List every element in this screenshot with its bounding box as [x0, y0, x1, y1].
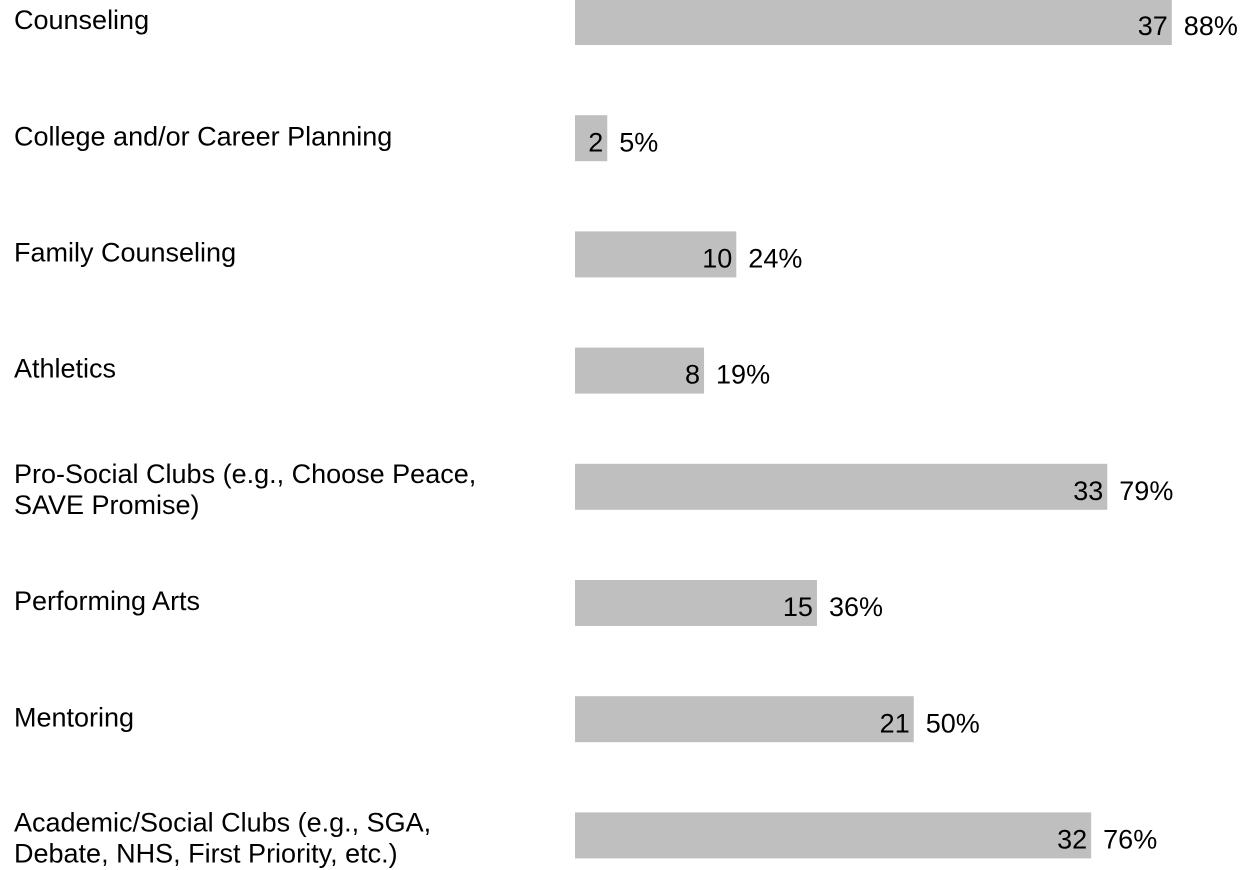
bar	[575, 812, 1092, 859]
bar	[575, 463, 1108, 510]
category-label: Counseling	[14, 5, 149, 35]
share-label: 24%	[748, 244, 802, 274]
bar	[575, 115, 608, 162]
share-label: 5%	[619, 127, 658, 157]
bar	[575, 347, 705, 394]
share-label: 36%	[829, 592, 883, 622]
bar	[575, 0, 1172, 45]
share-label: 19%	[716, 360, 770, 390]
value-label: 2	[588, 127, 603, 157]
bar	[575, 231, 737, 278]
share-label: 88%	[1184, 11, 1238, 41]
value-label: 21	[880, 708, 910, 738]
category-label: Academic/Social Clubs (e.g., SGA,	[14, 808, 431, 838]
value-label: 33	[1073, 476, 1103, 506]
value-label: 8	[685, 360, 700, 390]
share-label: 50%	[926, 708, 980, 738]
value-label: 37	[1138, 11, 1168, 41]
category-label: Family Counseling	[14, 238, 236, 268]
category-label: Debate, NHS, First Priority, etc.)	[14, 839, 398, 869]
category-label: College and/or Career Planning	[14, 121, 392, 151]
value-label: 15	[783, 592, 813, 622]
bar	[575, 580, 817, 626]
bar	[575, 696, 914, 743]
value-label: 32	[1057, 825, 1087, 855]
category-label: Athletics	[14, 354, 116, 384]
category-label: Pro-Social Clubs (e.g., Choose Peace,	[14, 459, 476, 489]
share-label: 76%	[1103, 825, 1157, 855]
category-label: SAVE Promise)	[14, 490, 200, 520]
category-label: Mentoring	[14, 702, 134, 732]
category-label: Performing Arts	[14, 586, 200, 616]
value-label: 10	[702, 244, 732, 274]
share-label: 79%	[1119, 476, 1173, 506]
